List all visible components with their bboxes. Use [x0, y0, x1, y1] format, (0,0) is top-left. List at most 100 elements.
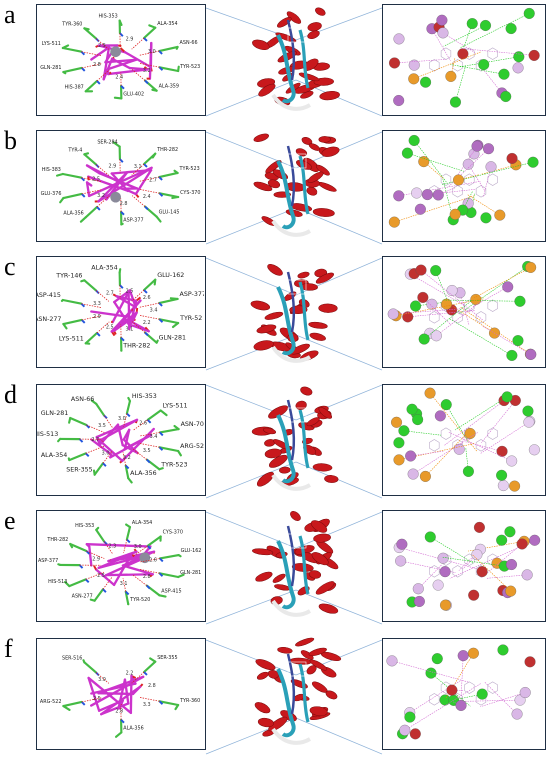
interaction-residue-circle — [450, 64, 510, 80]
residue-label: SER-516 — [62, 655, 82, 661]
interaction-residue-circle — [387, 308, 462, 320]
zinc-ion — [110, 191, 121, 203]
residue-label: ALA-354 — [91, 265, 118, 272]
interaction-residue-circle — [468, 589, 480, 601]
distance-label: 2.2 — [143, 320, 151, 326]
distance-label: 2.9 — [92, 557, 100, 563]
protein-ribbon — [253, 133, 340, 237]
residue-label: ASN-66 — [71, 396, 94, 403]
distance-label: 3.2 — [143, 68, 151, 74]
interaction-residue-circle — [386, 655, 469, 683]
residue-label: ALA-356 — [130, 470, 157, 477]
residue-label: ALA-354 — [41, 452, 68, 459]
residue-his-387: HIS-387 — [65, 69, 110, 93]
residue-label: HIS-513 — [37, 431, 58, 438]
residue-label: TYR-360 — [61, 21, 82, 27]
interaction-2d-map — [382, 4, 546, 116]
panel-letter: b — [4, 126, 17, 155]
residue-label: ASP-377 — [123, 218, 143, 224]
interaction-residue-circle — [434, 410, 446, 422]
residue-his-513: HIS-513 — [48, 571, 105, 588]
distance-label: 2.9 — [93, 314, 101, 320]
panel-letter: e — [4, 506, 16, 535]
interaction-residue-circle — [408, 51, 482, 85]
interaction-residue-circle — [486, 569, 533, 581]
residue-ala-354: ALA-354 — [123, 520, 152, 554]
interaction-residue-circle — [522, 405, 534, 417]
interaction-residue-circle — [484, 681, 523, 720]
interaction-residue-circle — [411, 187, 423, 199]
interaction-residue-circle — [404, 711, 416, 723]
interaction-residue-circle — [452, 174, 480, 186]
residue-lys-511: LYS-511 — [42, 41, 102, 57]
residue-label: GLN-281 — [41, 410, 68, 417]
interaction-residue-circle — [464, 428, 476, 440]
panel-letter: f — [4, 634, 13, 663]
protein-structure — [248, 252, 344, 370]
residue-label: TYR-523 — [160, 461, 187, 468]
residue-label: ARG-522 — [180, 443, 204, 450]
residue-label: ALA-356 — [123, 726, 143, 732]
residue-thr-282: THR-282 — [46, 537, 105, 559]
docking-3d-view: GLN-281 ASP-415 TYR-520 ASN-277 HIS-513 ASP-3… — [36, 510, 206, 622]
interaction-residue-circle — [389, 57, 447, 69]
distance-label: 2.7 — [91, 437, 99, 443]
residue-asp-377: ASP-377 — [138, 291, 204, 308]
zinc-ion — [139, 552, 151, 564]
residue-label: TYR-146 — [55, 272, 82, 279]
residue-arg-522: ARG-522 — [139, 442, 204, 457]
residue-asn-277: ASN-277 — [72, 576, 113, 602]
interaction-residue-circle — [430, 265, 448, 300]
residue-asp-377: ASP-377 — [38, 558, 102, 569]
residue-asn-70: ASN-70 — [139, 421, 204, 437]
residue-label: HIS-353 — [75, 523, 94, 529]
interaction-residue-circle — [524, 656, 536, 668]
distance-label: 3.5 — [98, 423, 106, 429]
residue-label: ASN-66 — [180, 40, 198, 46]
residue-label: ARG-522 — [40, 699, 62, 705]
residue-label: ALA-356 — [63, 210, 83, 216]
residue-gln-281: GLN-281 — [41, 410, 105, 433]
interaction-residue-circle — [480, 687, 531, 708]
residue-tyr-360: TYR-360 — [139, 696, 200, 711]
protein-structure — [248, 506, 344, 624]
interaction-residue-circle — [431, 653, 443, 665]
docking-3d-view: TYR-52 GLN-281 THR-282 LYS-511 ASN-277 ASP-41… — [36, 256, 206, 368]
binding-site — [287, 279, 307, 295]
residue-label: ASN-70 — [181, 421, 204, 428]
distance-label: 3.0 — [148, 49, 156, 55]
interaction-residue-circle — [457, 650, 469, 702]
residue-tyr-523: TYR-523 — [132, 448, 187, 471]
residue-label: GLU-162 — [181, 548, 202, 554]
interaction-residue-circle — [480, 212, 492, 224]
interaction-residue-circle — [504, 526, 516, 538]
residue-asn-66: ASN-66 — [71, 396, 113, 429]
interaction-residue-circle — [399, 683, 481, 736]
residue-label: HIS-383 — [42, 167, 61, 173]
interaction-residue-circle — [415, 264, 483, 321]
interaction-residue-circle — [449, 64, 467, 108]
interaction-residue-circle — [430, 302, 480, 342]
residue-his-383: HIS-383 — [42, 167, 102, 183]
protein-structure — [248, 0, 344, 118]
distance-label: 3.4 — [150, 434, 158, 440]
interaction-residue-circle — [388, 195, 475, 228]
interaction-residue-circle — [505, 23, 517, 35]
residue-ala-354: ALA-354 — [91, 265, 124, 299]
interaction-residue-circle — [449, 318, 518, 361]
panel-letter: c — [4, 252, 16, 281]
residue-label: ALA-354 — [132, 520, 152, 526]
interaction-2d-map — [382, 510, 546, 622]
panel-row-b: b CYS-370 GLU-145 ASP-377 ALA-356 GLU-376 HIS-… — [0, 126, 550, 244]
interaction-residue-circle — [476, 566, 488, 578]
protein-ribbon — [251, 386, 339, 491]
interaction-residue-circle — [440, 399, 469, 443]
distance-label: 2.8 — [120, 201, 128, 207]
interaction-residue-circle — [441, 298, 453, 310]
ligand-sticks — [90, 289, 150, 337]
interaction-residue-circle — [473, 521, 485, 533]
residue-label: THR-282 — [122, 343, 150, 350]
residue-ala-356: ALA-356 — [122, 451, 157, 484]
residue-ser-516: SER-516 — [62, 655, 110, 684]
